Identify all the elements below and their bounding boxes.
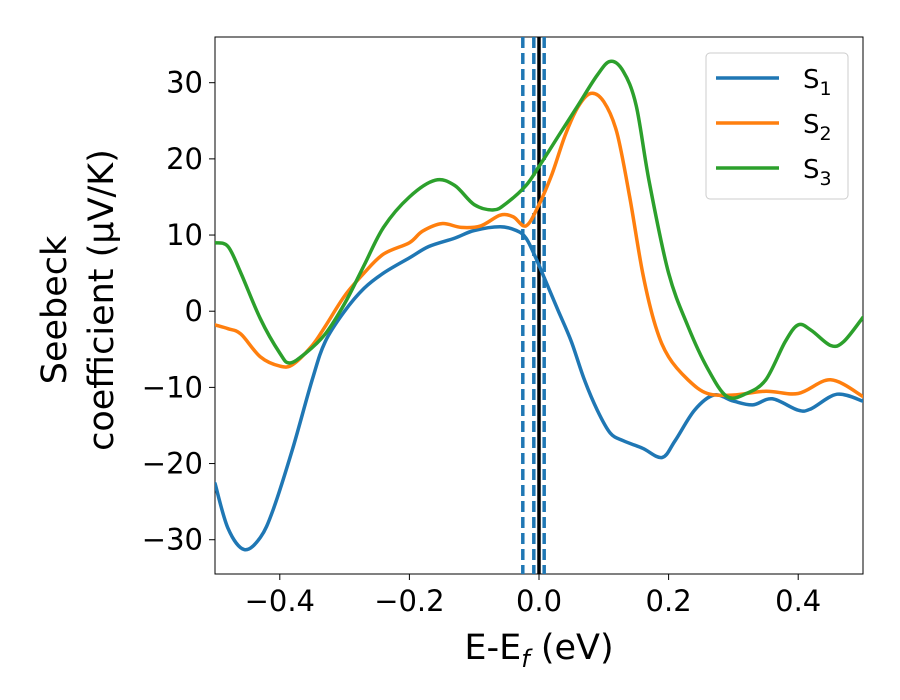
legend-box — [705, 52, 849, 200]
x-axis-title-unit: (eV) — [530, 628, 614, 668]
legend-label-s1: S1 — [803, 65, 832, 100]
y-axis-title-line2: coefficient (μV/K) — [82, 149, 122, 451]
legend-label-s2: S2 — [803, 110, 832, 145]
y-tick-label: 10 — [166, 218, 203, 252]
series-lines — [215, 59, 863, 552]
y-tick-label: 20 — [166, 142, 203, 176]
fermi-level-lines — [521, 37, 546, 574]
series-line-s1 — [215, 224, 863, 552]
y-axis-title-line1: Seebeck — [35, 235, 75, 384]
x-tick-label: 0.4 — [775, 584, 821, 618]
x-tick-label: 0.2 — [646, 584, 692, 618]
series-line-s3 — [215, 59, 863, 400]
y-tick-label: 0 — [185, 294, 203, 328]
x-tick-label: 0.0 — [516, 584, 562, 618]
x-axis-title: E-Ef (eV) — [464, 628, 613, 673]
x-tick-label: −0.2 — [374, 584, 444, 618]
legend-label-s3: S3 — [803, 155, 832, 190]
x-axis-title-main: E-E — [464, 628, 521, 668]
legend: S1 S2 S3 — [705, 52, 849, 200]
y-tick-label: −30 — [142, 523, 203, 557]
y-tick-label: −10 — [142, 370, 203, 404]
y-tick-label: −20 — [142, 447, 203, 481]
x-tick-label: −0.4 — [245, 584, 315, 618]
x-axis-ticks: −0.4 −0.2 0.0 0.2 0.4 — [245, 574, 821, 618]
y-tick-label: 30 — [166, 66, 203, 100]
y-axis-ticks: 30 20 10 0 −10 −20 −30 — [142, 66, 215, 557]
